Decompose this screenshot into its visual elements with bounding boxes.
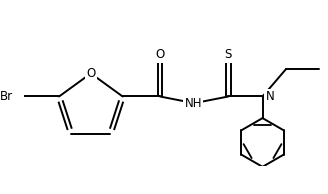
Text: Br: Br [0,90,13,103]
Text: O: O [155,48,165,61]
Text: NH: NH [185,97,202,110]
Text: S: S [225,48,232,61]
Text: O: O [86,67,95,80]
Text: N: N [266,90,275,103]
